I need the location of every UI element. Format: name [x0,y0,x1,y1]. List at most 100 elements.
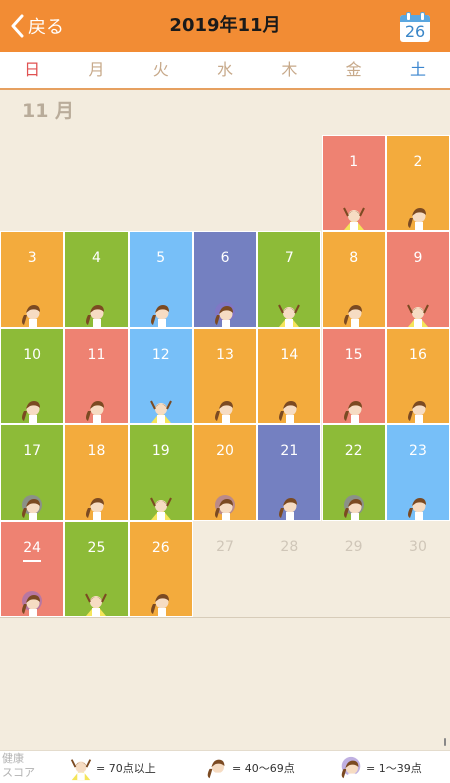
chevron-left-icon [11,14,24,38]
girl-icon [343,401,362,424]
day-number: 16 [409,346,427,363]
day-cell[interactable]: 2 [385,135,450,232]
legend-low: = 1〜39点 [338,755,422,781]
day-cell[interactable]: 5 [128,231,193,328]
girl-icon [207,759,225,781]
today-calendar-button[interactable]: 26 [400,12,430,42]
gloomy-girl-icon [215,301,236,327]
day-number: 10 [23,346,42,363]
day-number: 8 [349,250,359,267]
legend-high: = 70点以上 [68,755,156,781]
gloomy-girl-icon [215,494,236,520]
cheering-girl-icon [407,304,429,327]
day-cell[interactable]: 6 [192,231,258,328]
day-cell[interactable]: 25 [64,520,129,617]
score-legend: 健康 スコア = 70点以上 = 40〜69点 = 1〜39点 [0,750,450,783]
girl-icon [407,401,426,424]
girl-icon [279,497,298,520]
day-number: 28 [280,538,299,555]
day-cell[interactable]: 14 [257,327,322,425]
day-cell[interactable]: 10 [0,327,65,425]
day-number: 17 [23,443,42,460]
day-number: 29 [344,538,363,555]
day-number: 11 [87,346,106,363]
day-cell[interactable]: 17 [0,424,65,521]
day-cell[interactable]: 13 [192,327,258,425]
day-cell: 29 [322,521,386,617]
legend-mid-text: = 40〜69点 [232,762,295,775]
day-cell[interactable]: 7 [257,231,322,328]
day-number: 25 [87,539,106,556]
calendar-ring [406,12,411,21]
girl-icon [86,401,105,424]
day-cell[interactable]: 20 [192,424,258,521]
day-cell[interactable]: 21 [257,424,322,521]
grid-bottom-divider [0,617,450,618]
day-cell[interactable]: 18 [64,424,129,521]
gloomy-girl-icon [343,494,364,520]
legend-low-text: = 1〜39点 [366,762,422,775]
weekday-wed: 水 [217,60,234,79]
day-number: 21 [280,443,299,460]
cheering-girl-icon [342,207,365,231]
day-cell[interactable]: 16 [385,327,450,425]
back-button[interactable]: 戻る [10,10,64,42]
cheering-girl-icon [149,400,172,424]
girl-icon [279,401,298,424]
gloomy-girl-icon [22,590,43,616]
day-number: 5 [156,250,166,267]
day-cell[interactable]: 19 [128,424,193,521]
day-number: 7 [284,250,294,267]
day-number: 15 [344,346,363,363]
day-number: 13 [216,346,234,363]
day-cell: 30 [386,521,450,617]
calendar-icon-day: 26 [404,22,426,41]
weekday-tue: 火 [152,60,169,79]
day-number: 14 [280,346,299,363]
day-cell: 27 [193,521,257,617]
cheering-girl-icon [85,593,108,616]
day-number: 30 [409,538,427,555]
girl-icon [22,304,41,327]
legend-high-text: = 70点以上 [96,762,156,775]
day-cell[interactable]: 22 [321,424,386,521]
day-number: 24 [23,539,42,556]
girl-icon [86,304,105,327]
day-number: 1 [349,154,359,170]
girl-icon [215,401,234,424]
calendar-icon-bar [400,15,430,22]
back-label: 戻る [28,17,64,38]
weekday-fri: 金 [345,60,362,79]
scrollbar[interactable] [444,738,446,746]
day-number: 6 [220,250,230,267]
day-cell[interactable]: 15 [321,327,386,425]
day-number: 26 [151,539,170,556]
day-cell[interactable]: 23 [385,424,450,521]
day-cell: 28 [257,521,321,617]
day-cell[interactable]: 4 [64,231,129,328]
day-cell[interactable]: 1 [321,135,386,232]
day-cell[interactable]: 26 [128,520,193,617]
weekday-header: 日 月 火 水 木 金 土 [0,52,450,90]
day-number: 2 [413,154,423,170]
day-cell[interactable]: 9 [385,231,450,328]
girl-icon [407,208,426,231]
day-number: 3 [27,250,37,267]
day-number: 4 [91,250,101,267]
day-cell[interactable]: 12 [128,327,193,425]
day-number: 12 [151,346,170,363]
day-number: 9 [413,250,423,267]
day-cell[interactable]: 11 [64,327,129,425]
day-cell[interactable]: 3 [0,231,65,328]
day-cell[interactable]: 24 [0,520,65,617]
girl-icon [22,401,41,424]
score-label: 健康 スコア [2,752,35,780]
weekday-sat: 土 [409,60,426,79]
weekday-thu: 木 [281,60,298,79]
month-label: 11 月 [22,100,75,122]
calendar-grid: 1 2 3 4 5 6 7 8 9 10 11 12 13 14 15 16 17 18 19 20 21 22 23 24 2… [0,135,450,618]
cheering-girl-icon [278,304,301,327]
day-cell[interactable]: 8 [321,231,386,328]
today-underline [23,559,42,562]
score-label-line1: 健康 [2,752,24,765]
